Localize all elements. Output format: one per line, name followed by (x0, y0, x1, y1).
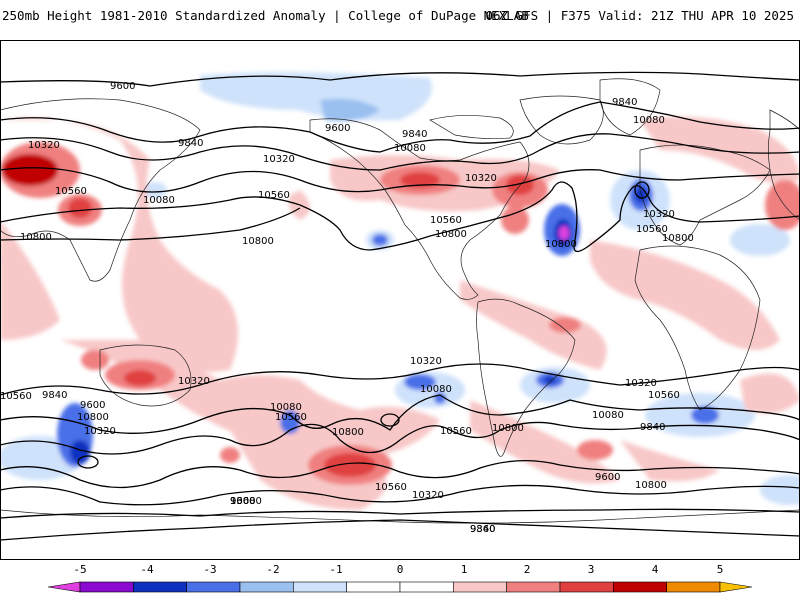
contour-label: 10320 (643, 209, 675, 220)
contour-label: 9600 (230, 496, 255, 507)
contour-label: 9840 (640, 422, 665, 433)
contour-label: 10560 (258, 190, 290, 201)
contour-label: 10080 (592, 410, 624, 421)
contour-label: 10560 (440, 426, 472, 437)
contour-label: 10080 (230, 496, 262, 507)
contour-label: 10320 (28, 140, 60, 151)
colorbar-high-arrow (719, 581, 753, 593)
colorbar-segment (186, 581, 241, 593)
contour-label: 9840 (612, 97, 637, 108)
contour-label: 10560 (55, 186, 87, 197)
model-run-info: 06Z GFS | F375 Valid: 21Z THU APR 10 202… (485, 8, 794, 23)
contour-label: 10080 (270, 402, 302, 413)
colorbar-tick: 0 (396, 563, 404, 576)
colorbar-tick: -3 (203, 563, 217, 576)
contour-label: 9600 (595, 472, 620, 483)
contour-label: 9840 (42, 390, 67, 401)
contour-label: 10560 (430, 215, 462, 226)
colorbar-tick: -2 (266, 563, 280, 576)
contour-label: 10560 (636, 224, 668, 235)
contour-label: 10800 (545, 239, 577, 250)
contour-label: 10800 (77, 412, 109, 423)
contour-label: 10320 (84, 426, 116, 437)
colorbar-segment (453, 581, 507, 593)
colorbar-tick: -5 (73, 563, 87, 576)
contour-label: 10800 (20, 232, 52, 243)
contour-label: 10080 (394, 143, 426, 154)
anomaly-shading (0, 72, 800, 510)
contour-label: 10800 (332, 427, 364, 438)
colorbar-tick: 1 (460, 563, 468, 576)
colorbar-tick: -4 (140, 563, 154, 576)
colorbar-tick: 5 (716, 563, 724, 576)
contour-label: 10800 (435, 229, 467, 240)
colorbar-segment (293, 581, 347, 593)
colorbar-segment (79, 581, 134, 593)
contour-label: 9360 (230, 496, 255, 507)
contour-label: 10800 (492, 423, 524, 434)
colorbar-tick: 4 (651, 563, 659, 576)
colorbar-strip (47, 581, 753, 593)
contour-label: 10320 (263, 154, 295, 165)
colorbar-segment (239, 581, 294, 593)
colorbar-low-arrow (47, 581, 81, 593)
contour-label: 10800 (635, 480, 667, 491)
contour-label: 9600 (110, 81, 135, 92)
contour-label: 10080 (420, 384, 452, 395)
contour-label: 10800 (242, 236, 274, 247)
contour-label: 9840 (470, 524, 495, 535)
contour-label: 9840 (178, 138, 203, 149)
contour-labels: 9600 10320 9840 10560 10080 10800 10320 … (0, 81, 694, 535)
chart-title: 250mb Height 1981-2010 Standardized Anom… (2, 8, 529, 23)
colorbar-tick: 2 (523, 563, 531, 576)
colorbar-tick: 3 (587, 563, 595, 576)
colorbar-segment (559, 581, 614, 593)
contour-label: 10560 (0, 391, 32, 402)
contour-label: 10320 (178, 376, 210, 387)
chart-header: 250mb Height 1981-2010 Standardized Anom… (0, 0, 800, 40)
contour-label: 10320 (412, 490, 444, 501)
colorbar-segment (613, 581, 667, 593)
contour-label: 9600 (80, 400, 105, 411)
colorbar-segment (133, 581, 187, 593)
contour-label: 9600 (325, 123, 350, 134)
contour-label: 10560 (648, 390, 680, 401)
height-contours (0, 71, 800, 541)
world-map: 9600 10320 9840 10560 10080 10800 10320 … (0, 40, 800, 560)
contour-label: 10320 (625, 378, 657, 389)
colorbar-segment (666, 581, 721, 593)
contour-label: 10320 (465, 173, 497, 184)
contour-label: 10320 (410, 356, 442, 367)
contour-label: 10560 (275, 412, 307, 423)
colorbar-segment (346, 581, 401, 593)
contour-label: 10800 (662, 233, 694, 244)
contour-label: 10080 (143, 195, 175, 206)
map-canvas: 9600 10320 9840 10560 10080 10800 10320 … (0, 40, 800, 560)
contour-label: 10080 (633, 115, 665, 126)
contour-label: 9360 (470, 524, 495, 535)
colorbar: -5 -4 -3 -2 -1 0 1 2 3 4 5 (0, 562, 800, 600)
colorbar-segment (506, 581, 561, 593)
contour-label: 9840 (402, 129, 427, 140)
colorbar-segment (399, 581, 454, 593)
contour-label: 10560 (375, 482, 407, 493)
colorbar-tick: -1 (329, 563, 343, 576)
